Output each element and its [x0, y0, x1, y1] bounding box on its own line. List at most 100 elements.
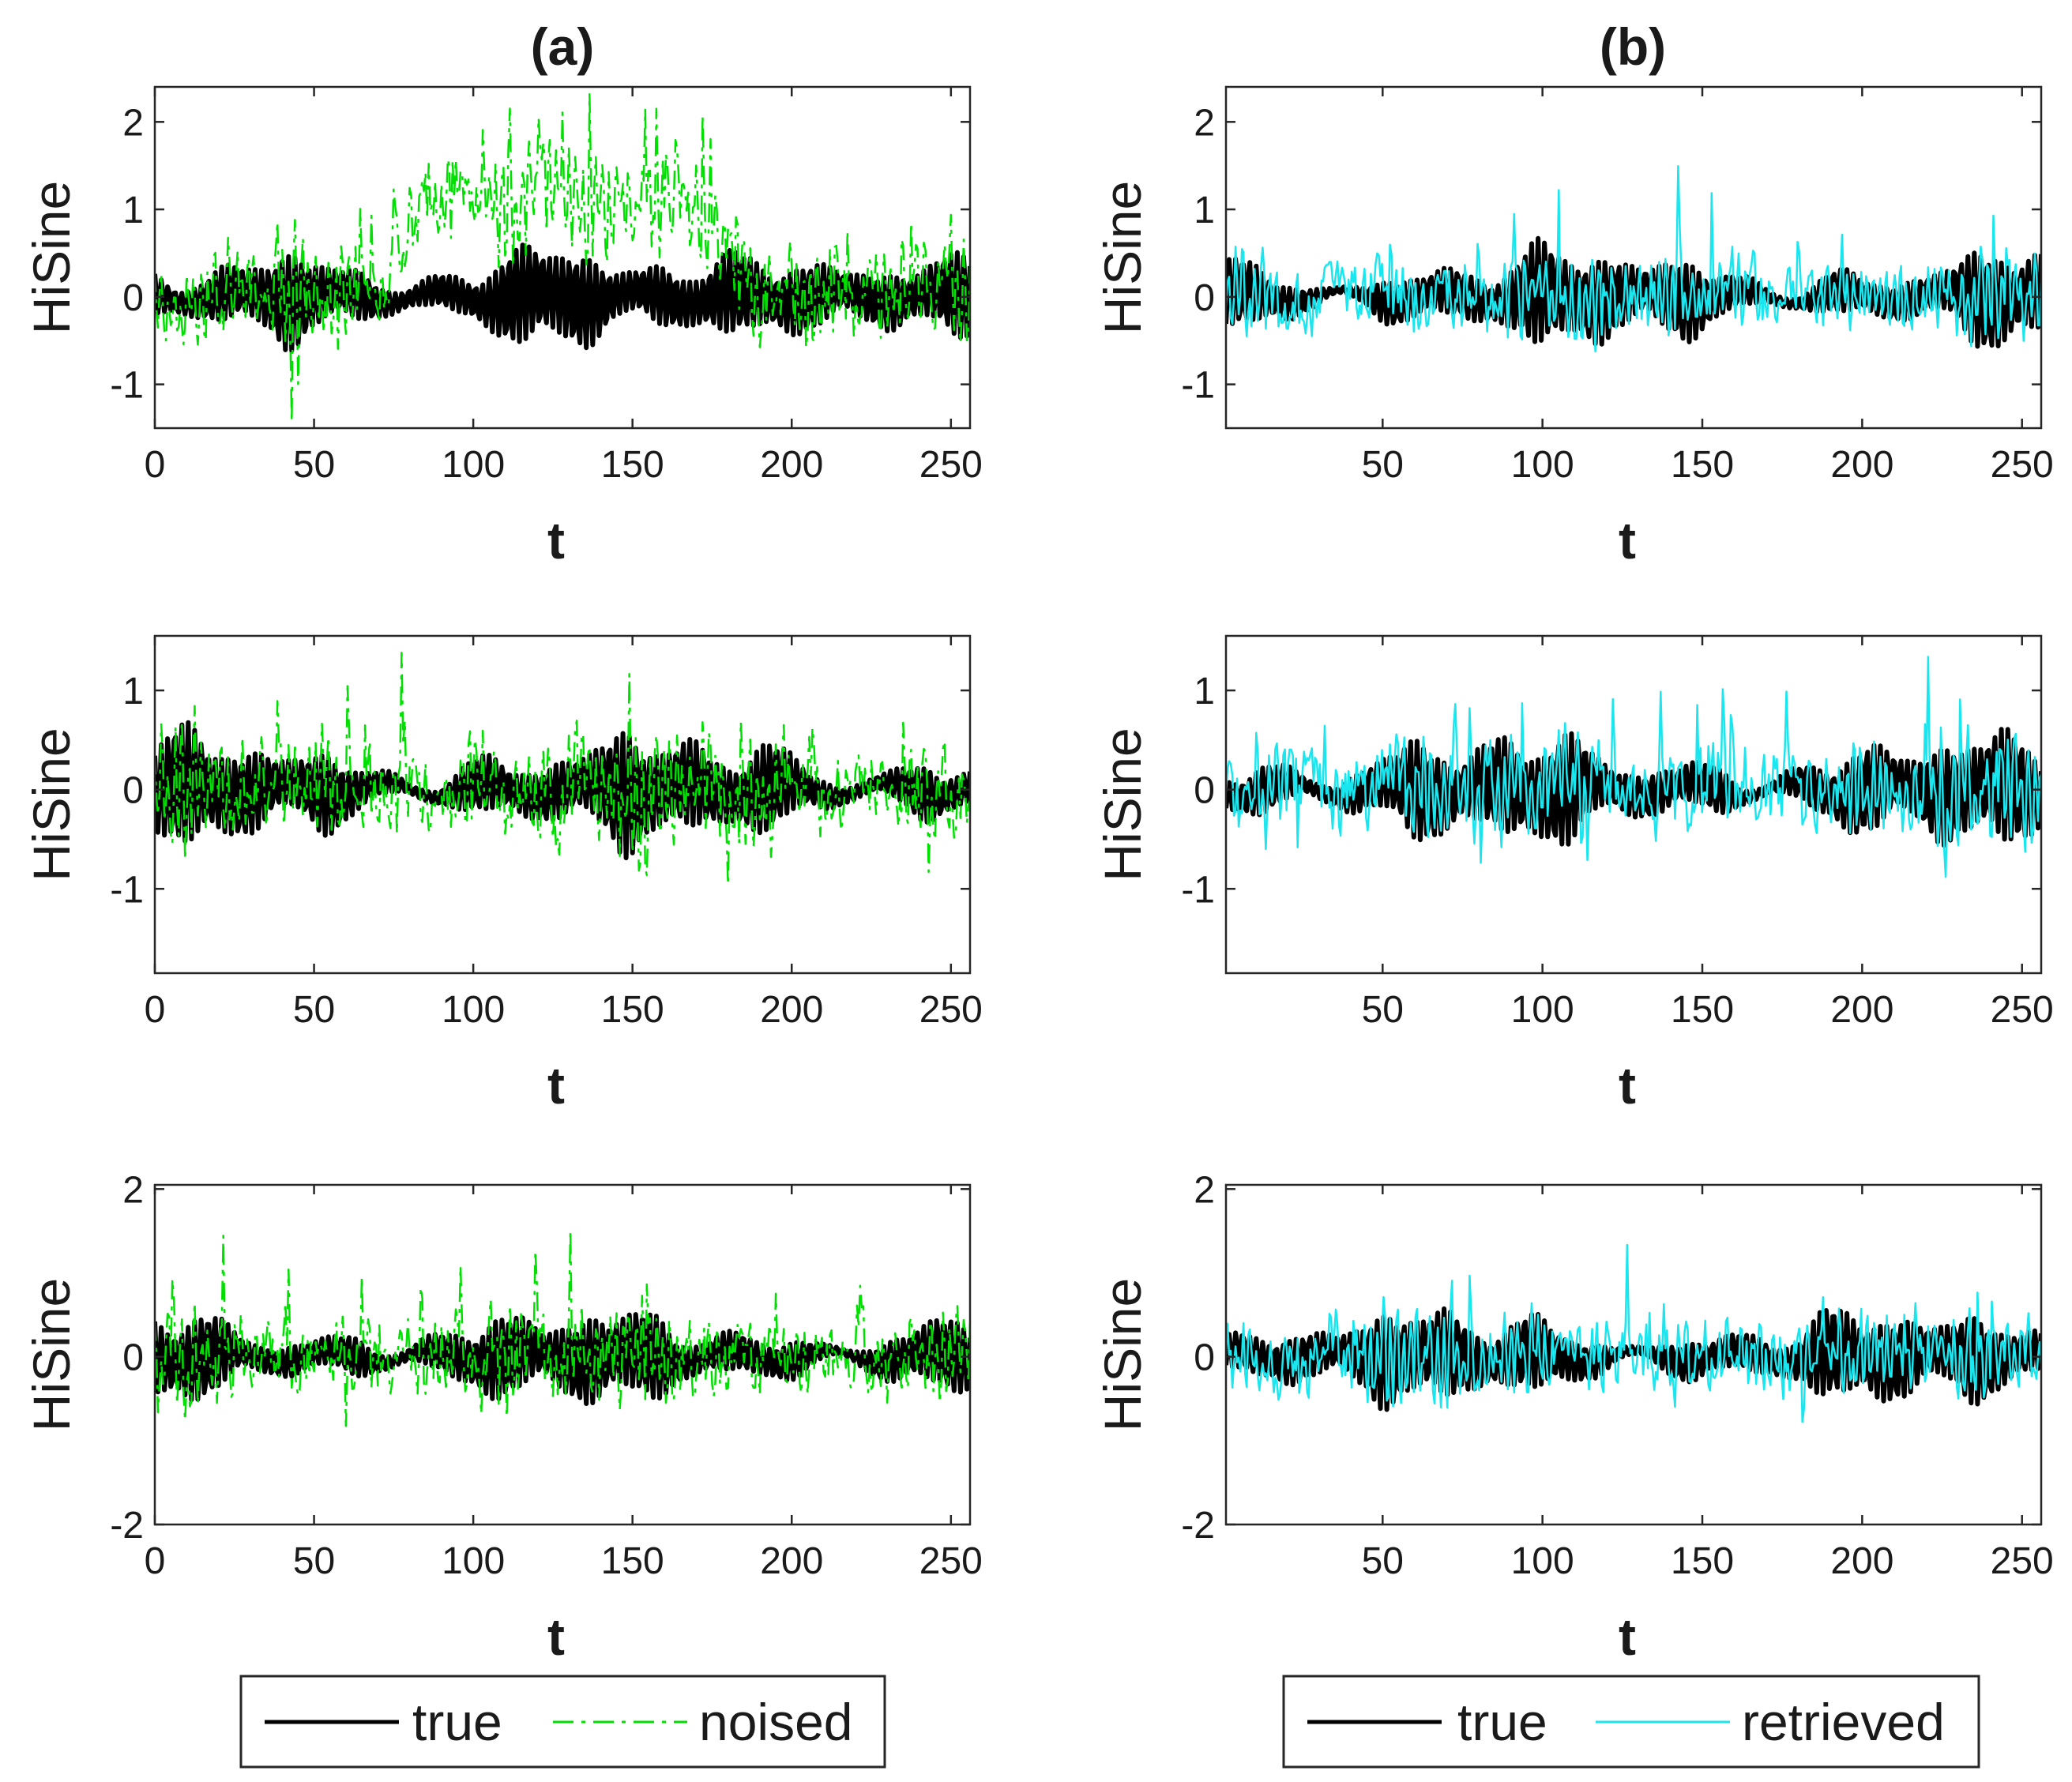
legend-b: true retrieved [1282, 1675, 1980, 1769]
panel-row1-a-ytick-label-1: 1 [122, 190, 144, 231]
legend-a-true-label: true [412, 1693, 502, 1751]
panel-row1-b-axes-box [1224, 85, 2043, 430]
panel-row1-b-series-retrieved [1226, 164, 2041, 353]
panel-row1-b-xtick-label-150: 150 [1671, 444, 1734, 486]
panel-row3-a-xtick-label-0: 0 [145, 1540, 166, 1582]
panel-row3-b-ytick-label-2: 2 [1194, 1169, 1215, 1211]
legend-a: true noised [239, 1675, 886, 1769]
panel-row2-a-axes-box [153, 634, 972, 975]
panel-row2-a-xtick-label-50: 50 [293, 989, 335, 1031]
legend-b-true-label: true [1457, 1693, 1547, 1751]
panel-row2-a-xtick-label-250: 250 [919, 989, 983, 1031]
panel-row2-a-xtick-label-200: 200 [760, 989, 823, 1031]
panel-row2-b-axes-box [1224, 634, 2043, 975]
panel-row3-b-xlabel: t [1619, 1607, 1636, 1666]
panel-row2-a-xtick-label-100: 100 [442, 989, 505, 1031]
panel-row3-b-xtick-label-150: 150 [1671, 1540, 1734, 1582]
panel-row1-b-xtick-label-50: 50 [1362, 444, 1404, 486]
legend-b-retrieved-label: retrieved [1742, 1693, 1945, 1751]
panel-row1-a-axes-box [153, 85, 972, 430]
panel-row1-a-ytick-label-0: 0 [122, 277, 144, 319]
panel-row3-b-series-retrieved [1226, 1243, 2041, 1423]
panel-row3-a-ytick-label-0: 0 [122, 1337, 144, 1379]
panel-row1-a-xtick-label-200: 200 [760, 444, 823, 486]
panel-row2-a-xlabel: t [547, 1056, 565, 1115]
panel-row2-b-xlabel: t [1619, 1056, 1636, 1115]
panel-row2-b-xtick-label-100: 100 [1511, 989, 1574, 1031]
panel-row3-b-xtick-label-50: 50 [1362, 1540, 1404, 1582]
panel-row1-a-plot-area [155, 92, 970, 423]
panel-row1-b-ytick-label-1: 1 [1194, 190, 1215, 231]
panel-row1-b: 50 100 150 200 250 -1 0 1 2 t HiSine [1093, 85, 2054, 570]
panel-row3-b-xtick-label-200: 200 [1830, 1540, 1893, 1582]
panel-row2-b-xtick-label-150: 150 [1671, 989, 1734, 1031]
panel-row2-a-plot-area [155, 652, 970, 886]
panel-row1-b-ylabel: HiSine [1093, 181, 1152, 334]
panel-row1-a-xtick-label-100: 100 [442, 444, 505, 486]
panel-row2-b-ytick-label-0: 0 [1194, 770, 1215, 812]
panel-row2-a: 0 50 100 150 200 250 -1 0 1 t HiSine [22, 634, 983, 1115]
panel-row1-b-ytick-label-2: 2 [1194, 102, 1215, 144]
panel-row2-b-xtick-label-50: 50 [1362, 989, 1404, 1031]
panel-row3-a-xtick-label-200: 200 [760, 1540, 823, 1582]
panel-row3-b-ytick-label-0: 0 [1194, 1337, 1215, 1379]
panel-row3-a-xtick-label-150: 150 [601, 1540, 664, 1582]
panel-row1-b-plot-area [1226, 164, 2041, 353]
panel-row1-a-xtick-label-250: 250 [919, 444, 983, 486]
title-a: (a) [531, 17, 595, 76]
panel-row2-b: 50 100 150 200 250 -1 0 1 t HiSine [1093, 634, 2054, 1115]
panel-row1-b-xtick-label-200: 200 [1830, 444, 1893, 486]
panel-row2-b-xtick-label-250: 250 [1991, 989, 2054, 1031]
panel-row1-b-ytick-label--1: -1 [1181, 365, 1215, 407]
panel-row2-a-series-noised [155, 652, 970, 886]
panel-row3-a-series-noised [155, 1229, 970, 1427]
panel-row3-b-ylabel: HiSine [1093, 1278, 1152, 1431]
panel-row3-a-ylabel: HiSine [22, 1278, 81, 1431]
panel-row3-b-xtick-label-250: 250 [1991, 1540, 2054, 1582]
panel-row1-b-ytick-label-0: 0 [1194, 277, 1215, 319]
panel-row2-a-ytick-label-1: 1 [122, 671, 144, 712]
panel-row1-a-series-noised [155, 92, 970, 423]
panel-row3-a-xtick-label-100: 100 [442, 1540, 505, 1582]
panel-row2-a-xtick-label-150: 150 [601, 989, 664, 1031]
panel-row2-a-ytick-label-0: 0 [122, 770, 144, 812]
panel-row3-a-xtick-label-250: 250 [919, 1540, 983, 1582]
panel-row3-b-plot-area [1226, 1243, 2041, 1423]
panel-row3-a-xlabel: t [547, 1607, 565, 1666]
panel-row2-b-ylabel: HiSine [1093, 727, 1152, 881]
panel-row3-a-ytick-label-2: 2 [122, 1169, 144, 1211]
panel-row2-b-ytick-label-1: 1 [1194, 671, 1215, 712]
panel-row2-a-ylabel: HiSine [22, 727, 81, 881]
panel-row2-b-ytick-label--1: -1 [1181, 869, 1215, 911]
panel-row3-b-xtick-label-100: 100 [1511, 1540, 1574, 1582]
panel-row2-b-plot-area [1226, 656, 2041, 878]
panel-row3-a-axes-box [153, 1183, 972, 1526]
panel-row1-b-xlabel: t [1619, 511, 1636, 570]
panel-row1-a-xtick-label-0: 0 [145, 444, 166, 486]
panel-row3-b-series-true [1226, 1306, 2041, 1412]
panel-row1-a-ylabel: HiSine [22, 181, 81, 334]
panel-row1-a-xtick-label-50: 50 [293, 444, 335, 486]
panel-row2-a-ytick-label--1: -1 [110, 869, 144, 911]
panel-row2-b-xtick-label-200: 200 [1830, 989, 1893, 1031]
panel-row3-a-xtick-label-50: 50 [293, 1540, 335, 1582]
panel-row2-b-series-retrieved [1226, 656, 2041, 878]
panel-row1-a-xtick-label-150: 150 [601, 444, 664, 486]
panel-row1-b-xtick-label-250: 250 [1991, 444, 2054, 486]
panel-row3-a-plot-area [155, 1229, 970, 1427]
panel-row3-a-ytick-label--2: -2 [110, 1505, 144, 1547]
panel-row1-a-ytick-label--1: -1 [110, 365, 144, 407]
panel-row3-b-axes-box [1224, 1183, 2043, 1526]
panel-row3-b-ytick-label--2: -2 [1181, 1505, 1215, 1547]
panel-row1-a-xlabel: t [547, 511, 565, 570]
panel-row1-a-ytick-label-2: 2 [122, 102, 144, 144]
panel-row3-b: 50 100 150 200 250 -2 0 2 t HiSine [1093, 1169, 2054, 1666]
panel-row1-b-xtick-label-100: 100 [1511, 444, 1574, 486]
title-b: (b) [1600, 17, 1666, 76]
panel-row2-a-xtick-label-0: 0 [145, 989, 166, 1031]
legend-a-noised-label: noised [699, 1693, 853, 1751]
